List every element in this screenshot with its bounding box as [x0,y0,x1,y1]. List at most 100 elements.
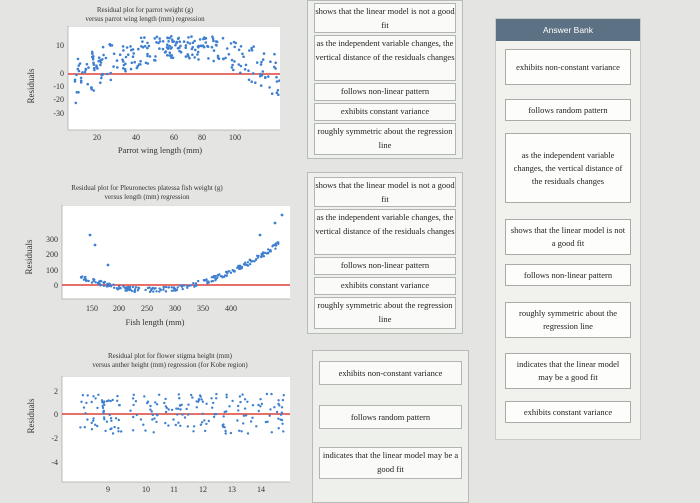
residual-point [193,39,196,43]
residual-point [207,419,210,423]
residual-point [279,418,282,421]
residual-point [92,417,95,420]
residual-point [260,252,263,256]
drop-zone-1[interactable]: shows that the linear model is not a goo… [307,0,463,159]
zone1-card[interactable]: as the independent variable changes, the… [314,35,456,81]
residual-point [77,64,81,67]
residual-point [101,72,104,76]
residual-point [237,48,241,52]
plot3-xtick: 13 [228,485,236,494]
residual-point [229,42,233,45]
zone2-card[interactable]: exhibits constant variance [314,277,456,295]
residual-point [143,395,146,398]
plot1-xtick: 80 [198,133,206,142]
zone1-card[interactable]: shows that the linear model is not a goo… [314,3,456,33]
residual-point [221,57,225,61]
residual-point [139,59,142,63]
residual-point [102,401,105,404]
residual-point [107,399,110,402]
residual-point [251,404,255,407]
bank-card[interactable]: indicates that the linear model may be a… [505,353,631,389]
residual-point [199,44,203,48]
zone2-card[interactable]: as the independent variable changes, the… [314,209,456,255]
zone1-card[interactable]: exhibits constant variance [314,103,456,121]
residual-point [274,61,277,65]
zone2-card[interactable]: roughly symmetric about the regression l… [314,297,456,329]
residual-point [81,71,84,74]
residual-point [151,413,154,417]
residual-point [267,75,270,78]
residual-point [170,286,173,289]
residual-point [131,55,135,58]
residual-point [90,400,93,404]
residual-point [201,400,205,403]
residual-point [87,66,90,69]
zone3-card[interactable]: follows random pattern [319,405,462,429]
residual-point [212,49,216,52]
zone3-card[interactable]: indicates that the linear model may be a… [319,447,462,479]
residual-point [183,416,187,419]
residual-point [82,278,86,281]
residual-point [223,275,226,278]
bank-card[interactable]: exhibits constant variance [505,401,631,423]
residual-point [129,45,132,48]
residual-point [168,54,171,57]
plot2-ytick: 100 [46,266,58,275]
zone1-card[interactable]: roughly symmetric about the regression l… [314,123,456,155]
residual-point [108,284,111,287]
answer-bank-title: Answer Bank [496,19,640,41]
residual-point [139,418,143,421]
residual-point [239,64,243,68]
residual-point [74,101,78,105]
residual-point [115,59,119,62]
zone1-card[interactable]: follows non-linear pattern [314,83,456,101]
residual-point [210,397,213,400]
residual-point [153,417,156,420]
residual-point [212,39,215,43]
zone2-card[interactable]: shows that the linear model is not a goo… [314,177,456,207]
residual-point [99,284,102,287]
residual-point [132,52,135,55]
residual-point [92,89,96,92]
residual-point [242,263,246,266]
residual-point [152,431,155,434]
residual-point [273,406,276,409]
answer-bank: Answer Bank exhibits non-constant varian… [495,18,641,440]
residual-point [186,41,189,44]
bank-card[interactable]: as the independent variable changes, the… [505,133,631,203]
residual-point [276,89,280,92]
residual-point [102,416,106,419]
residual-point [170,54,173,57]
residual-point [158,37,161,40]
bank-card[interactable]: follows non-linear pattern [505,264,631,286]
residual-point [237,63,241,66]
zone2-card[interactable]: follows non-linear pattern [314,257,456,275]
plot3-ytick: 2 [54,387,58,396]
bank-card[interactable]: exhibits non-constant variance [505,49,631,85]
residual-point [257,254,260,258]
residual-point [210,280,213,283]
plot1-ytick: -20 [53,95,64,104]
residual-point [90,428,94,431]
residual-point [112,283,115,286]
drop-zone-3[interactable]: exhibits non-constant variance follows r… [312,350,469,503]
residual-point [143,44,147,48]
drop-zone-2[interactable]: shows that the linear model is not a goo… [307,172,463,334]
residual-point [193,56,196,59]
residual-point [275,410,279,414]
residual-point [197,279,200,283]
residual-point [178,40,181,43]
plot1-xtick: 40 [132,133,140,142]
residual-point [231,63,234,67]
residual-point [79,79,83,83]
bank-card[interactable]: roughly symmetric about the regression l… [505,302,631,338]
residual-point [124,62,127,66]
residual-point [177,407,180,410]
residual-point [122,67,125,70]
residual-point [83,426,86,429]
residual-point [155,41,158,44]
bank-card[interactable]: follows random pattern [505,99,631,121]
zone3-card[interactable]: exhibits non-constant variance [319,361,462,385]
bank-card[interactable]: shows that the linear model is not a goo… [505,219,631,255]
residual-point [184,55,188,58]
